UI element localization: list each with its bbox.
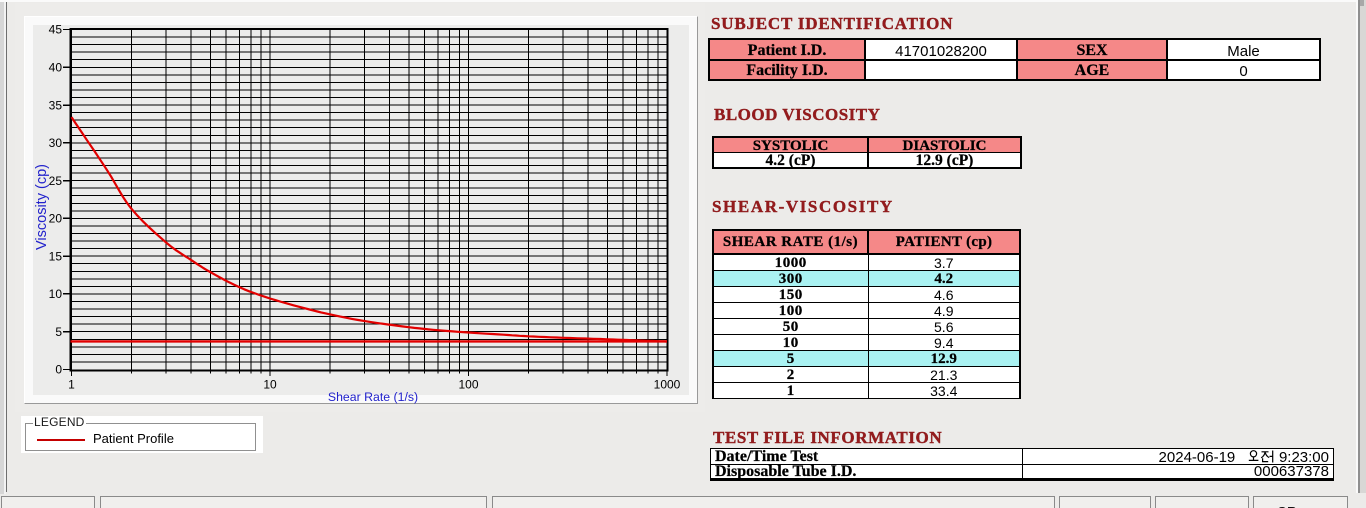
svg-text:10: 10 xyxy=(49,287,63,301)
svg-text:1: 1 xyxy=(68,378,75,392)
svg-text:Viscosity (cp): Viscosity (cp) xyxy=(34,164,50,250)
svg-text:10: 10 xyxy=(263,378,277,392)
svg-text:5: 5 xyxy=(55,325,62,339)
svg-text:0: 0 xyxy=(55,363,62,377)
svg-text:15: 15 xyxy=(49,249,63,263)
svg-text:30: 30 xyxy=(49,136,63,150)
svg-text:20: 20 xyxy=(49,212,63,226)
svg-text:25: 25 xyxy=(49,174,63,188)
svg-text:Shear Rate (1/s): Shear Rate (1/s) xyxy=(328,390,418,404)
svg-text:45: 45 xyxy=(49,23,63,37)
svg-text:1000: 1000 xyxy=(654,378,681,392)
svg-text:35: 35 xyxy=(49,98,63,112)
svg-text:100: 100 xyxy=(458,378,478,392)
svg-text:40: 40 xyxy=(49,60,63,74)
